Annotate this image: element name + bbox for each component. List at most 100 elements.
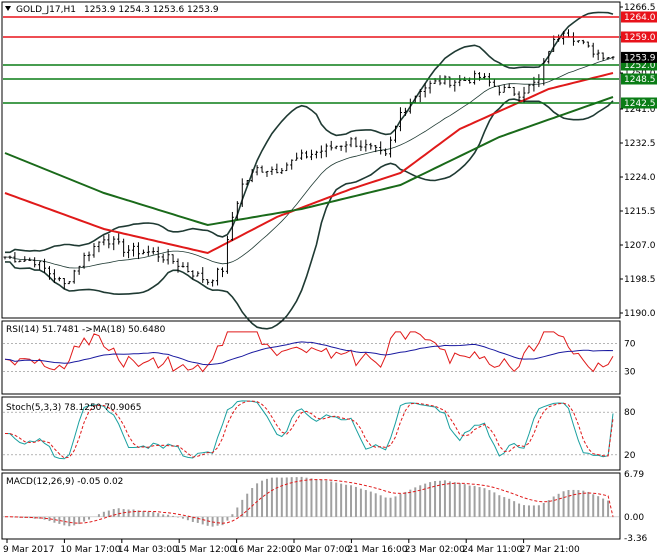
macd-pane: MACD(12,26,9) -0.05 0.02 6.79 0.00 -3.36 <box>1 470 648 544</box>
rsi-axis: 70 30 <box>624 339 636 377</box>
price-bar <box>334 145 338 150</box>
price-bar <box>394 125 398 143</box>
price-bar <box>596 49 600 61</box>
price-bar <box>339 145 343 151</box>
price-bar <box>557 34 561 42</box>
macd-signal-line <box>5 479 614 524</box>
macd-tick-label: 6.79 <box>624 470 644 480</box>
rsi-ma-line <box>4 341 614 366</box>
price-bar <box>314 150 318 159</box>
level-tag-box <box>621 97 657 109</box>
price-bar <box>389 136 393 158</box>
price-bar <box>295 152 299 161</box>
collapse-triangle-icon[interactable] <box>5 6 11 11</box>
price-bar <box>305 150 309 159</box>
price-pane: GOLD_J17,H1 1253.9 1254.3 1253.6 1253.9 … <box>1 1 657 330</box>
price-bar <box>112 236 116 251</box>
price-bar <box>364 139 368 152</box>
time-tick-label: 21 Mar 16:00 <box>347 545 407 555</box>
level-tag-box <box>621 31 657 43</box>
price-bar <box>601 52 605 61</box>
price-bar <box>176 258 180 273</box>
price-bar <box>369 142 373 150</box>
bollinger-upper-band <box>5 11 614 254</box>
price-bar <box>374 145 378 153</box>
price-bar <box>502 84 506 93</box>
macd-content <box>3 476 619 527</box>
price-bar <box>260 165 264 173</box>
price-bar <box>562 31 566 45</box>
level-tag-label: 1252.0 <box>624 61 656 71</box>
stoch-tick-label: 80 <box>624 408 636 418</box>
price-bar <box>418 89 422 103</box>
price-bar <box>398 107 402 132</box>
price-bar <box>522 86 526 103</box>
price-bar <box>255 165 259 176</box>
level-tag-box <box>621 11 657 23</box>
price-bar <box>52 269 56 283</box>
price-bar <box>265 170 269 177</box>
price-bar <box>132 242 136 257</box>
price-bar <box>201 267 205 283</box>
rsi-pane: RSI(14) 51.7481 ->MA(18) 50.6480 70 30 <box>1 320 636 395</box>
price-tick-label: 1198.5 <box>624 275 656 285</box>
price-bar <box>122 238 126 257</box>
price-axis: 1266.51259.01250.01241.01232.51224.01215… <box>620 3 657 319</box>
price-bar <box>216 267 220 286</box>
price-tick-label: 1224.0 <box>624 173 656 183</box>
level-tag-1259.0: 1259.0 <box>621 31 657 43</box>
level-tag-label: 1264.0 <box>624 13 656 23</box>
level-tag-1252.0: 1252.0 <box>621 59 657 71</box>
rsi-tick-label: 70 <box>624 339 636 349</box>
time-tick-label: 27 Mar 21:00 <box>520 545 580 555</box>
level-tag-box <box>621 73 657 85</box>
price-bar <box>82 252 86 269</box>
price-bar <box>92 243 96 258</box>
price-bar <box>507 83 511 89</box>
price-bar <box>13 252 17 263</box>
price-bar <box>349 137 353 148</box>
price-bar <box>87 251 91 262</box>
price-bar <box>117 233 121 245</box>
ma-green-line <box>4 96 614 227</box>
stoch-content <box>3 400 619 460</box>
ohlc-label: 1253.9 1254.3 1253.6 1253.9 <box>84 5 219 15</box>
price-bar <box>127 245 131 259</box>
ma-red-line <box>4 72 614 255</box>
macd-pane-frame <box>1 472 621 540</box>
price-bar <box>586 41 590 48</box>
time-tick-label: 16 Mar 22:00 <box>233 545 293 555</box>
rsi-pane-frame <box>1 320 621 395</box>
level-tag-label: 1259.0 <box>624 33 656 43</box>
price-bar <box>245 179 249 186</box>
macd-tick-label: -3.36 <box>624 534 648 544</box>
price-bar <box>102 235 106 246</box>
price-bar <box>290 159 294 170</box>
time-tick-label: 24 Mar 11:00 <box>462 545 522 555</box>
rsi-label: RSI(14) 51.7481 ->MA(18) 50.6480 <box>6 325 166 335</box>
time-tick-label: 15 Mar 12:00 <box>175 545 235 555</box>
price-bar <box>458 75 462 87</box>
price-bar <box>329 140 333 151</box>
time-tick-label: 9 Mar 2017 <box>3 545 54 555</box>
price-bar <box>492 79 496 87</box>
price-bar <box>354 136 358 148</box>
time-tick-label: 14 Mar 03:00 <box>118 545 178 555</box>
stoch-label: Stoch(5,3,3) 78.1250 70.9065 <box>6 403 141 413</box>
price-bar <box>107 234 111 249</box>
price-bar <box>438 75 442 86</box>
macd-tick-label: 0.00 <box>624 513 644 523</box>
symbol-label: GOLD_J17,H1 <box>16 5 76 15</box>
level-tag-box <box>621 59 657 71</box>
price-pane-frame <box>1 1 621 319</box>
price-bar <box>62 278 66 290</box>
price-bar <box>611 56 615 60</box>
price-bar <box>206 279 210 285</box>
price-bar <box>576 40 580 43</box>
price-bar <box>547 50 551 64</box>
price-bar <box>146 245 150 256</box>
price-bar <box>300 149 304 160</box>
price-bar <box>319 145 323 159</box>
